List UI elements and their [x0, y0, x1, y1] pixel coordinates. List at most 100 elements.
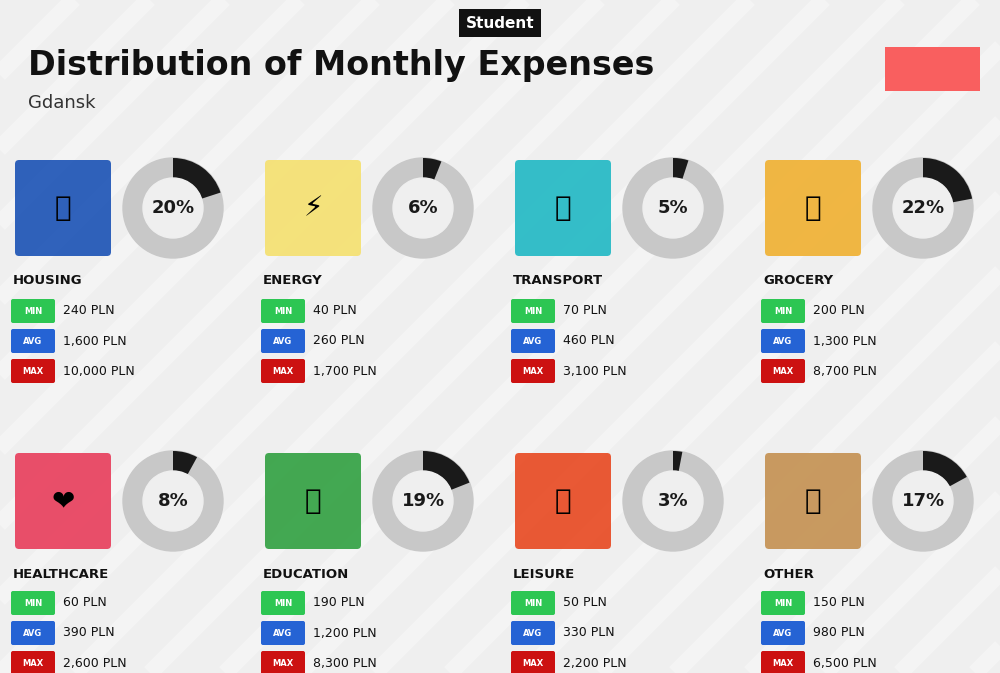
Text: 190 PLN: 190 PLN	[313, 596, 365, 610]
FancyBboxPatch shape	[885, 47, 980, 91]
FancyBboxPatch shape	[761, 359, 805, 383]
FancyBboxPatch shape	[511, 651, 555, 673]
Circle shape	[393, 471, 453, 531]
FancyBboxPatch shape	[765, 160, 861, 256]
Text: 150 PLN: 150 PLN	[813, 596, 865, 610]
Text: 💰: 💰	[805, 487, 821, 515]
FancyBboxPatch shape	[261, 329, 305, 353]
Text: AVG: AVG	[23, 629, 43, 637]
Circle shape	[873, 158, 973, 258]
Text: AVG: AVG	[523, 629, 543, 637]
FancyBboxPatch shape	[761, 651, 805, 673]
FancyBboxPatch shape	[761, 329, 805, 353]
Text: MAX: MAX	[772, 658, 794, 668]
FancyBboxPatch shape	[11, 621, 55, 645]
Text: AVG: AVG	[273, 336, 293, 345]
Text: HOUSING: HOUSING	[13, 275, 83, 287]
Text: MIN: MIN	[774, 306, 792, 316]
FancyBboxPatch shape	[261, 359, 305, 383]
Text: 1,300 PLN: 1,300 PLN	[813, 334, 877, 347]
Text: 3,100 PLN: 3,100 PLN	[563, 365, 627, 378]
FancyBboxPatch shape	[11, 651, 55, 673]
Text: MIN: MIN	[274, 306, 292, 316]
Text: 390 PLN: 390 PLN	[63, 627, 115, 639]
Text: 🛍: 🛍	[555, 487, 571, 515]
Text: 70 PLN: 70 PLN	[563, 304, 607, 318]
Circle shape	[623, 451, 723, 551]
Text: 60 PLN: 60 PLN	[63, 596, 107, 610]
FancyBboxPatch shape	[261, 621, 305, 645]
Text: MAX: MAX	[272, 367, 294, 376]
FancyBboxPatch shape	[261, 299, 305, 323]
Text: 8,300 PLN: 8,300 PLN	[313, 656, 377, 670]
Text: 10,000 PLN: 10,000 PLN	[63, 365, 135, 378]
Wedge shape	[423, 158, 441, 180]
Text: ENERGY: ENERGY	[263, 275, 323, 287]
FancyBboxPatch shape	[11, 299, 55, 323]
Text: 3%: 3%	[658, 492, 688, 510]
FancyBboxPatch shape	[11, 359, 55, 383]
Text: MIN: MIN	[24, 306, 42, 316]
Circle shape	[393, 178, 453, 238]
Text: 17%: 17%	[901, 492, 945, 510]
Text: EDUCATION: EDUCATION	[263, 567, 349, 581]
Circle shape	[143, 471, 203, 531]
Text: 1,700 PLN: 1,700 PLN	[313, 365, 377, 378]
Text: GROCERY: GROCERY	[763, 275, 833, 287]
FancyBboxPatch shape	[511, 359, 555, 383]
Text: 330 PLN: 330 PLN	[563, 627, 615, 639]
FancyBboxPatch shape	[761, 591, 805, 615]
Text: 1,600 PLN: 1,600 PLN	[63, 334, 127, 347]
Text: 5%: 5%	[658, 199, 688, 217]
Text: 19%: 19%	[401, 492, 445, 510]
Text: 200 PLN: 200 PLN	[813, 304, 865, 318]
Text: OTHER: OTHER	[763, 567, 814, 581]
FancyBboxPatch shape	[511, 329, 555, 353]
FancyBboxPatch shape	[11, 591, 55, 615]
Text: 460 PLN: 460 PLN	[563, 334, 615, 347]
Text: 40 PLN: 40 PLN	[313, 304, 357, 318]
Wedge shape	[173, 451, 197, 474]
Text: 🛒: 🛒	[805, 194, 821, 222]
Text: MIN: MIN	[524, 598, 542, 608]
Text: 22%: 22%	[901, 199, 945, 217]
FancyBboxPatch shape	[15, 453, 111, 549]
Text: 6,500 PLN: 6,500 PLN	[813, 656, 877, 670]
Text: ⚡: ⚡	[303, 194, 323, 222]
Text: MIN: MIN	[524, 306, 542, 316]
Text: 20%: 20%	[151, 199, 195, 217]
Text: 🚌: 🚌	[555, 194, 571, 222]
Text: AVG: AVG	[773, 629, 793, 637]
Text: 2,600 PLN: 2,600 PLN	[63, 656, 127, 670]
Text: MAX: MAX	[772, 367, 794, 376]
Circle shape	[643, 471, 703, 531]
Text: MIN: MIN	[774, 598, 792, 608]
Text: AVG: AVG	[273, 629, 293, 637]
Text: 240 PLN: 240 PLN	[63, 304, 115, 318]
Text: 50 PLN: 50 PLN	[563, 596, 607, 610]
Text: LEISURE: LEISURE	[513, 567, 575, 581]
Text: Gdansk: Gdansk	[28, 94, 96, 112]
Text: 🎓: 🎓	[305, 487, 321, 515]
Circle shape	[643, 178, 703, 238]
Circle shape	[123, 158, 223, 258]
Text: 980 PLN: 980 PLN	[813, 627, 865, 639]
Text: 8%: 8%	[158, 492, 188, 510]
Text: 6%: 6%	[408, 199, 438, 217]
FancyBboxPatch shape	[265, 453, 361, 549]
Text: MAX: MAX	[522, 367, 544, 376]
Text: 1,200 PLN: 1,200 PLN	[313, 627, 377, 639]
Circle shape	[893, 471, 953, 531]
Text: Student: Student	[466, 15, 534, 30]
Circle shape	[373, 451, 473, 551]
Wedge shape	[673, 451, 682, 472]
FancyBboxPatch shape	[511, 299, 555, 323]
Text: MAX: MAX	[22, 658, 44, 668]
Wedge shape	[173, 158, 221, 199]
Circle shape	[143, 178, 203, 238]
FancyBboxPatch shape	[761, 621, 805, 645]
Text: TRANSPORT: TRANSPORT	[513, 275, 603, 287]
FancyBboxPatch shape	[15, 160, 111, 256]
Wedge shape	[923, 158, 972, 203]
FancyBboxPatch shape	[761, 299, 805, 323]
